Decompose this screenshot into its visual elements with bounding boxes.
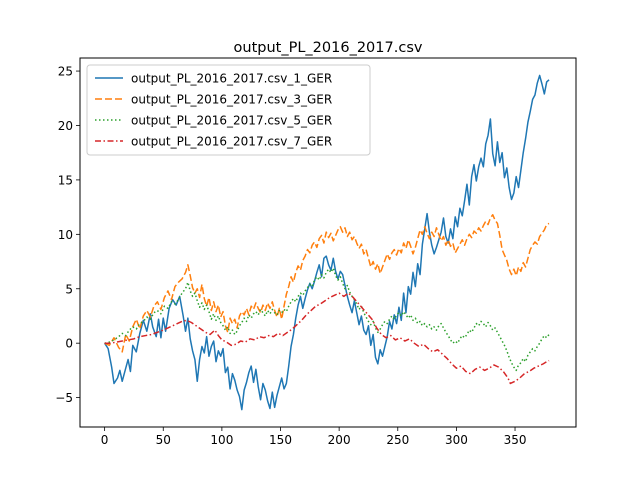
x-tick-label: 50 (156, 433, 171, 447)
y-tick-label: 15 (58, 173, 73, 187)
legend-label: output_PL_2016_2017.csv_1_GER (131, 72, 332, 86)
series-line-3 (104, 267, 550, 372)
series-line-1 (103, 74, 550, 411)
x-tick-label: 150 (269, 433, 292, 447)
y-tick-label: 10 (58, 228, 73, 242)
plot-series (103, 74, 550, 411)
y-axis: −5 0 5 10 15 20 25 (55, 65, 80, 405)
legend-box (86, 64, 371, 156)
legend-label: output_PL_2016_2017.csv_3_GER (131, 93, 332, 107)
series-line-4 (104, 292, 550, 385)
x-tick-label: 100 (210, 433, 233, 447)
chart-title: output_PL_2016_2017.csv (234, 40, 423, 56)
y-tick-label: 0 (65, 337, 73, 351)
y-tick-label: 20 (58, 119, 73, 133)
legend: output_PL_2016_2017.csv_1_GER output_PL_2… (86, 64, 371, 156)
axes-frame (79, 57, 577, 428)
x-axis: 0 50 100 150 200 250 300 350 (101, 427, 527, 447)
legend-label: output_PL_2016_2017.csv_5_GER (131, 114, 332, 128)
y-tick-label: 5 (65, 282, 73, 296)
y-tick-label: −5 (55, 391, 73, 405)
x-tick-label: 0 (101, 433, 109, 447)
x-tick-label: 350 (504, 433, 527, 447)
legend-label: output_PL_2016_2017.csv_7_GER (131, 135, 332, 149)
y-tick-label: 25 (58, 65, 73, 79)
x-tick-label: 250 (386, 433, 409, 447)
x-tick-label: 300 (445, 433, 468, 447)
x-tick-label: 200 (328, 433, 351, 447)
series-line-2 (104, 213, 550, 353)
